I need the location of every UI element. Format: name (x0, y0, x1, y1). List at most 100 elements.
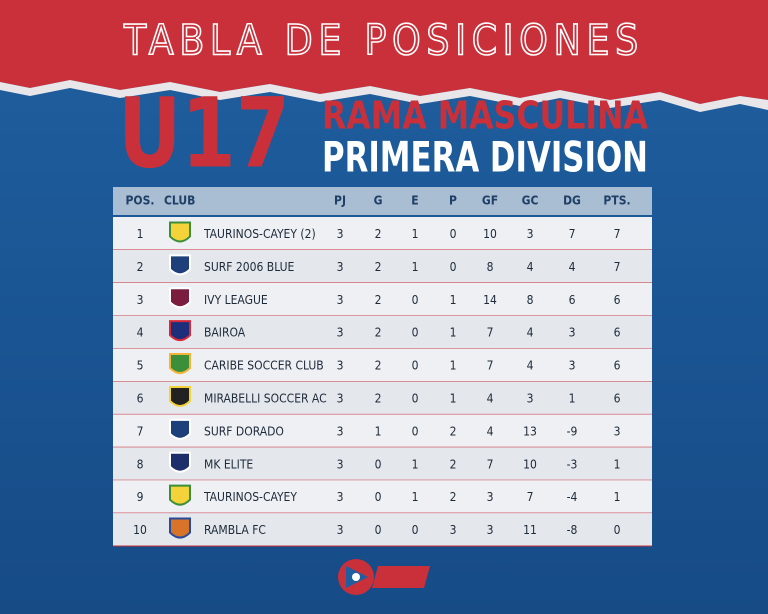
stat-cell: 7 (487, 457, 494, 471)
stat-cell: 5 (137, 359, 144, 373)
stat-cell: 14 (483, 293, 497, 307)
club-name: MK ELITE (204, 457, 253, 471)
column-header: PTS. (603, 194, 630, 208)
stat-cell: 0 (450, 260, 457, 274)
logo-wordmark (372, 566, 430, 588)
stat-cell: 0 (412, 523, 419, 537)
stat-cell: 3 (569, 326, 576, 340)
column-header: DG (563, 194, 581, 208)
stat-cell: 3 (337, 424, 344, 438)
stat-cell: 1 (614, 490, 621, 504)
stat-cell: 8 (527, 293, 534, 307)
stat-cell: 3 (527, 227, 534, 241)
stat-cell: 0 (412, 391, 419, 405)
stat-cell: 0 (412, 326, 419, 340)
stat-cell: 2 (375, 359, 382, 373)
red-banner (0, 0, 768, 104)
stat-cell: 3 (337, 457, 344, 471)
club-logo (169, 385, 191, 407)
stat-cell: 0 (375, 490, 382, 504)
stat-cell: 3 (337, 391, 344, 405)
club-name: SURF DORADO (204, 424, 284, 438)
stat-cell: 11 (523, 523, 537, 537)
stat-cell: 7 (569, 227, 576, 241)
club-logo (169, 320, 191, 342)
table-row (113, 348, 652, 382)
logo-star (352, 573, 360, 581)
column-header: P (449, 194, 457, 208)
column-header: PJ (334, 194, 346, 208)
stat-cell: 0 (614, 523, 621, 537)
club-logo (169, 254, 191, 276)
club-logo (169, 418, 191, 440)
stat-cell: -8 (567, 523, 578, 537)
stat-cell: 0 (412, 293, 419, 307)
stat-cell: 3 (337, 326, 344, 340)
club-name: RAMBLA FC (204, 523, 266, 537)
stat-cell: 2 (137, 260, 144, 274)
table-row (113, 282, 652, 316)
stat-cell: 1 (569, 391, 576, 405)
stat-cell: 3 (487, 523, 494, 537)
stat-cell: 6 (614, 326, 621, 340)
stat-cell: 7 (487, 326, 494, 340)
club-logo (169, 353, 191, 375)
stat-cell: 0 (450, 227, 457, 241)
stat-cell: -9 (567, 424, 578, 438)
stat-cell: 1 (450, 359, 457, 373)
stat-cell: 6 (614, 359, 621, 373)
stat-cell: 4 (487, 424, 494, 438)
column-header: GF (482, 194, 498, 208)
stat-cell: 4 (137, 326, 144, 340)
stat-cell: 3 (337, 260, 344, 274)
standings-table: POS. CLUB PJ G E P GF GC DG PTS. 1 TAURINOS-CAYEY (… (113, 194, 652, 547)
stat-cell: 6 (614, 391, 621, 405)
stat-cell: 3 (137, 293, 144, 307)
stat-cell: 1 (412, 260, 419, 274)
stat-cell: 2 (375, 326, 382, 340)
stat-cell: 2 (450, 457, 457, 471)
stat-cell: 3 (337, 490, 344, 504)
table-row (113, 414, 652, 448)
footer-logo (338, 559, 430, 595)
club-name: TAURINOS-CAYEY (2) (203, 227, 316, 241)
stat-cell: 1 (450, 326, 457, 340)
stat-cell: -3 (567, 457, 578, 471)
stat-cell: 3 (487, 490, 494, 504)
club-logo (169, 221, 191, 243)
age-group: U17 (118, 77, 290, 189)
stat-cell: -4 (567, 490, 578, 504)
stat-cell: 9 (137, 490, 144, 504)
stat-cell: 1 (450, 391, 457, 405)
stat-cell: 0 (375, 457, 382, 471)
stat-cell: 3 (569, 359, 576, 373)
club-logo (169, 287, 191, 309)
stat-cell: 1 (412, 227, 419, 241)
club-logo (169, 484, 191, 506)
stat-cell: 8 (487, 260, 494, 274)
table-header-bg (113, 187, 652, 215)
stat-cell: 0 (375, 523, 382, 537)
branch: RAMA MASCULINA (322, 94, 649, 138)
stat-cell: 10 (523, 457, 537, 471)
table-row (113, 480, 652, 514)
title: TABLA DE POSICIONES (123, 16, 644, 65)
table-row (113, 447, 652, 481)
stat-cell: 1 (375, 424, 382, 438)
stat-cell: 3 (614, 424, 621, 438)
club-name: IVY LEAGUE (204, 293, 268, 307)
stat-cell: 0 (412, 424, 419, 438)
column-header: GC (522, 194, 539, 208)
stat-cell: 4 (569, 260, 576, 274)
club-name: BAIROA (204, 326, 246, 340)
stat-cell: 2 (375, 227, 382, 241)
table-row (113, 513, 652, 546)
club-logo (169, 517, 191, 539)
stat-cell: 2 (375, 391, 382, 405)
club-name: CARIBE SOCCER CLUB (204, 359, 324, 373)
club-logo (169, 451, 191, 473)
stat-cell: 7 (614, 260, 621, 274)
stat-cell: 4 (527, 260, 534, 274)
stat-cell: 6 (614, 293, 621, 307)
